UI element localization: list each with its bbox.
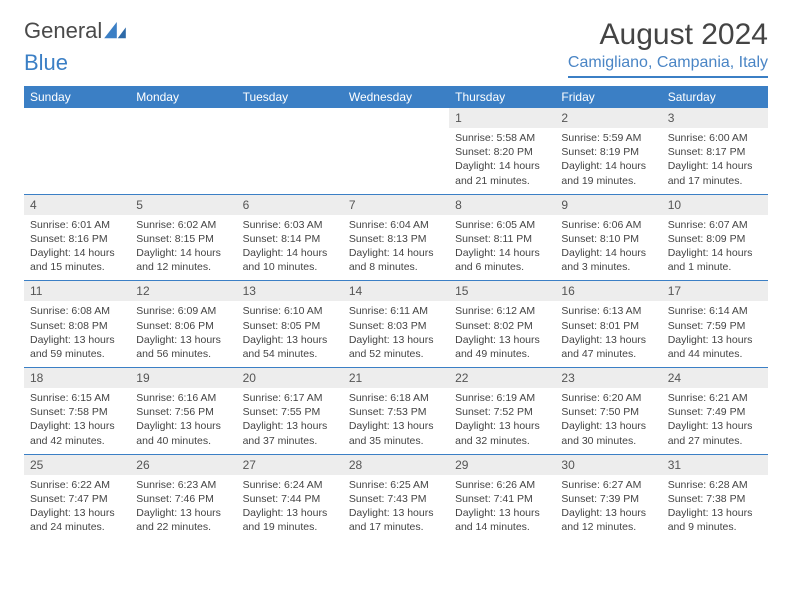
day-number-cell: 11 xyxy=(24,281,130,302)
day-detail-cell: Sunrise: 6:04 AMSunset: 8:13 PMDaylight:… xyxy=(343,215,449,281)
day-number-cell: 1 xyxy=(449,108,555,128)
day-number-cell: 23 xyxy=(555,368,661,389)
day-detail-cell: Sunrise: 6:16 AMSunset: 7:56 PMDaylight:… xyxy=(130,388,236,454)
day-detail-cell: Sunrise: 6:27 AMSunset: 7:39 PMDaylight:… xyxy=(555,475,661,541)
day-detail-cell: Sunrise: 6:14 AMSunset: 7:59 PMDaylight:… xyxy=(662,301,768,367)
day-number-cell: 14 xyxy=(343,281,449,302)
day-number-cell: 31 xyxy=(662,454,768,475)
day-number-cell: 30 xyxy=(555,454,661,475)
day-number-cell: 20 xyxy=(237,368,343,389)
day-detail-cell: Sunrise: 6:21 AMSunset: 7:49 PMDaylight:… xyxy=(662,388,768,454)
day-detail-cell: Sunrise: 5:59 AMSunset: 8:19 PMDaylight:… xyxy=(555,128,661,194)
day-number-cell: 12 xyxy=(130,281,236,302)
day-number-cell: 21 xyxy=(343,368,449,389)
day-number-cell: 13 xyxy=(237,281,343,302)
day-number-cell: 29 xyxy=(449,454,555,475)
day-detail-cell: Sunrise: 5:58 AMSunset: 8:20 PMDaylight:… xyxy=(449,128,555,194)
day-detail-row: Sunrise: 6:08 AMSunset: 8:08 PMDaylight:… xyxy=(24,301,768,367)
day-number-cell: 26 xyxy=(130,454,236,475)
day-detail-row: Sunrise: 5:58 AMSunset: 8:20 PMDaylight:… xyxy=(24,128,768,194)
day-number-row: 123 xyxy=(24,108,768,128)
calendar-table: Sunday Monday Tuesday Wednesday Thursday… xyxy=(24,86,768,540)
day-detail-cell: Sunrise: 6:24 AMSunset: 7:44 PMDaylight:… xyxy=(237,475,343,541)
calendar-body: 123 Sunrise: 5:58 AMSunset: 8:20 PMDayli… xyxy=(24,108,768,540)
day-detail-cell: Sunrise: 6:09 AMSunset: 8:06 PMDaylight:… xyxy=(130,301,236,367)
day-detail-cell: Sunrise: 6:26 AMSunset: 7:41 PMDaylight:… xyxy=(449,475,555,541)
weekday-header: Sunday xyxy=(24,86,130,108)
day-detail-cell: Sunrise: 6:01 AMSunset: 8:16 PMDaylight:… xyxy=(24,215,130,281)
day-detail-cell: Sunrise: 6:02 AMSunset: 8:15 PMDaylight:… xyxy=(130,215,236,281)
day-detail-cell xyxy=(130,128,236,194)
day-number-cell: 27 xyxy=(237,454,343,475)
day-detail-cell: Sunrise: 6:28 AMSunset: 7:38 PMDaylight:… xyxy=(662,475,768,541)
day-number-cell xyxy=(24,108,130,128)
day-number-cell xyxy=(343,108,449,128)
day-detail-row: Sunrise: 6:01 AMSunset: 8:16 PMDaylight:… xyxy=(24,215,768,281)
day-detail-cell: Sunrise: 6:06 AMSunset: 8:10 PMDaylight:… xyxy=(555,215,661,281)
weekday-header: Friday xyxy=(555,86,661,108)
day-number-cell: 18 xyxy=(24,368,130,389)
day-detail-cell: Sunrise: 6:10 AMSunset: 8:05 PMDaylight:… xyxy=(237,301,343,367)
day-number-row: 25262728293031 xyxy=(24,454,768,475)
logo-text-1: General xyxy=(24,18,102,44)
day-detail-cell: Sunrise: 6:00 AMSunset: 8:17 PMDaylight:… xyxy=(662,128,768,194)
day-number-cell xyxy=(237,108,343,128)
day-detail-cell: Sunrise: 6:22 AMSunset: 7:47 PMDaylight:… xyxy=(24,475,130,541)
day-number-cell: 15 xyxy=(449,281,555,302)
weekday-header: Wednesday xyxy=(343,86,449,108)
day-number-cell: 19 xyxy=(130,368,236,389)
day-detail-cell: Sunrise: 6:23 AMSunset: 7:46 PMDaylight:… xyxy=(130,475,236,541)
day-number-cell: 22 xyxy=(449,368,555,389)
day-number-cell: 10 xyxy=(662,194,768,215)
day-detail-cell: Sunrise: 6:17 AMSunset: 7:55 PMDaylight:… xyxy=(237,388,343,454)
day-number-cell: 8 xyxy=(449,194,555,215)
day-detail-cell: Sunrise: 6:03 AMSunset: 8:14 PMDaylight:… xyxy=(237,215,343,281)
day-number-cell: 2 xyxy=(555,108,661,128)
day-detail-cell: Sunrise: 6:19 AMSunset: 7:52 PMDaylight:… xyxy=(449,388,555,454)
day-number-cell: 3 xyxy=(662,108,768,128)
weekday-header: Monday xyxy=(130,86,236,108)
day-detail-cell: Sunrise: 6:18 AMSunset: 7:53 PMDaylight:… xyxy=(343,388,449,454)
month-title: August 2024 xyxy=(568,18,768,52)
day-number-cell: 24 xyxy=(662,368,768,389)
day-number-cell: 16 xyxy=(555,281,661,302)
day-number-cell xyxy=(130,108,236,128)
weekday-header: Saturday xyxy=(662,86,768,108)
day-number-cell: 4 xyxy=(24,194,130,215)
day-number-row: 45678910 xyxy=(24,194,768,215)
day-detail-cell xyxy=(24,128,130,194)
day-number-cell: 6 xyxy=(237,194,343,215)
day-detail-cell: Sunrise: 6:08 AMSunset: 8:08 PMDaylight:… xyxy=(24,301,130,367)
weekday-header: Tuesday xyxy=(237,86,343,108)
day-number-cell: 9 xyxy=(555,194,661,215)
logo: General xyxy=(24,18,128,44)
day-number-row: 18192021222324 xyxy=(24,368,768,389)
day-detail-cell: Sunrise: 6:13 AMSunset: 8:01 PMDaylight:… xyxy=(555,301,661,367)
day-detail-cell xyxy=(343,128,449,194)
day-number-cell: 5 xyxy=(130,194,236,215)
day-detail-cell xyxy=(237,128,343,194)
day-detail-cell: Sunrise: 6:07 AMSunset: 8:09 PMDaylight:… xyxy=(662,215,768,281)
day-detail-cell: Sunrise: 6:11 AMSunset: 8:03 PMDaylight:… xyxy=(343,301,449,367)
weekday-header: Thursday xyxy=(449,86,555,108)
day-detail-row: Sunrise: 6:15 AMSunset: 7:58 PMDaylight:… xyxy=(24,388,768,454)
day-detail-cell: Sunrise: 6:12 AMSunset: 8:02 PMDaylight:… xyxy=(449,301,555,367)
day-number-row: 11121314151617 xyxy=(24,281,768,302)
day-detail-cell: Sunrise: 6:25 AMSunset: 7:43 PMDaylight:… xyxy=(343,475,449,541)
day-detail-cell: Sunrise: 6:05 AMSunset: 8:11 PMDaylight:… xyxy=(449,215,555,281)
day-number-cell: 28 xyxy=(343,454,449,475)
logo-text-2: Blue xyxy=(24,50,768,76)
day-detail-cell: Sunrise: 6:20 AMSunset: 7:50 PMDaylight:… xyxy=(555,388,661,454)
weekday-header-row: Sunday Monday Tuesday Wednesday Thursday… xyxy=(24,86,768,108)
logo-sail-icon xyxy=(104,22,126,40)
day-detail-cell: Sunrise: 6:15 AMSunset: 7:58 PMDaylight:… xyxy=(24,388,130,454)
day-number-cell: 25 xyxy=(24,454,130,475)
day-number-cell: 7 xyxy=(343,194,449,215)
day-detail-row: Sunrise: 6:22 AMSunset: 7:47 PMDaylight:… xyxy=(24,475,768,541)
day-number-cell: 17 xyxy=(662,281,768,302)
